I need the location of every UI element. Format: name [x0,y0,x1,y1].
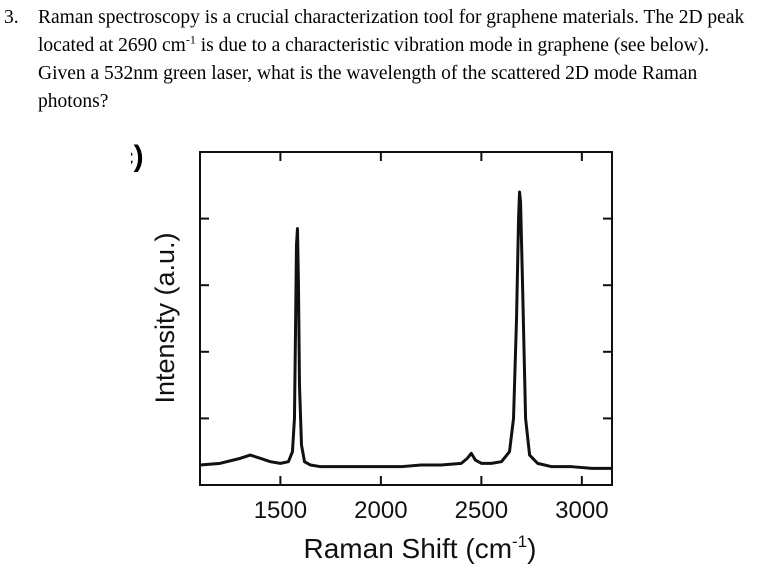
panel-label-box: c) [131,140,167,176]
x-tick-label: 2500 [455,497,508,524]
text: Raman spectroscopy is a crucial characte… [38,7,745,56]
x-axis-label-text: Raman Shift (cm [304,533,513,564]
x-tick-label: 2000 [354,497,407,524]
x-tick-label: 1500 [254,497,307,524]
superscript: -1 [185,32,196,47]
question-text: Raman spectroscopy is a crucial characte… [38,4,758,116]
y-axis-label: Intensity (a.u.) [150,232,180,403]
panel-label: c) [131,140,144,173]
spectrum-line [199,190,612,470]
x-axis-label: Raman Shift (cm-1) [304,532,537,564]
text: is due to a characteristic vibration mod… [38,35,710,112]
x-axis-label-sup: -1 [512,532,527,551]
x-tick-label: 3000 [555,497,608,524]
x-axis-label-text: ) [527,533,536,564]
question-number: 3. [4,7,19,28]
plot-frame [199,151,613,486]
